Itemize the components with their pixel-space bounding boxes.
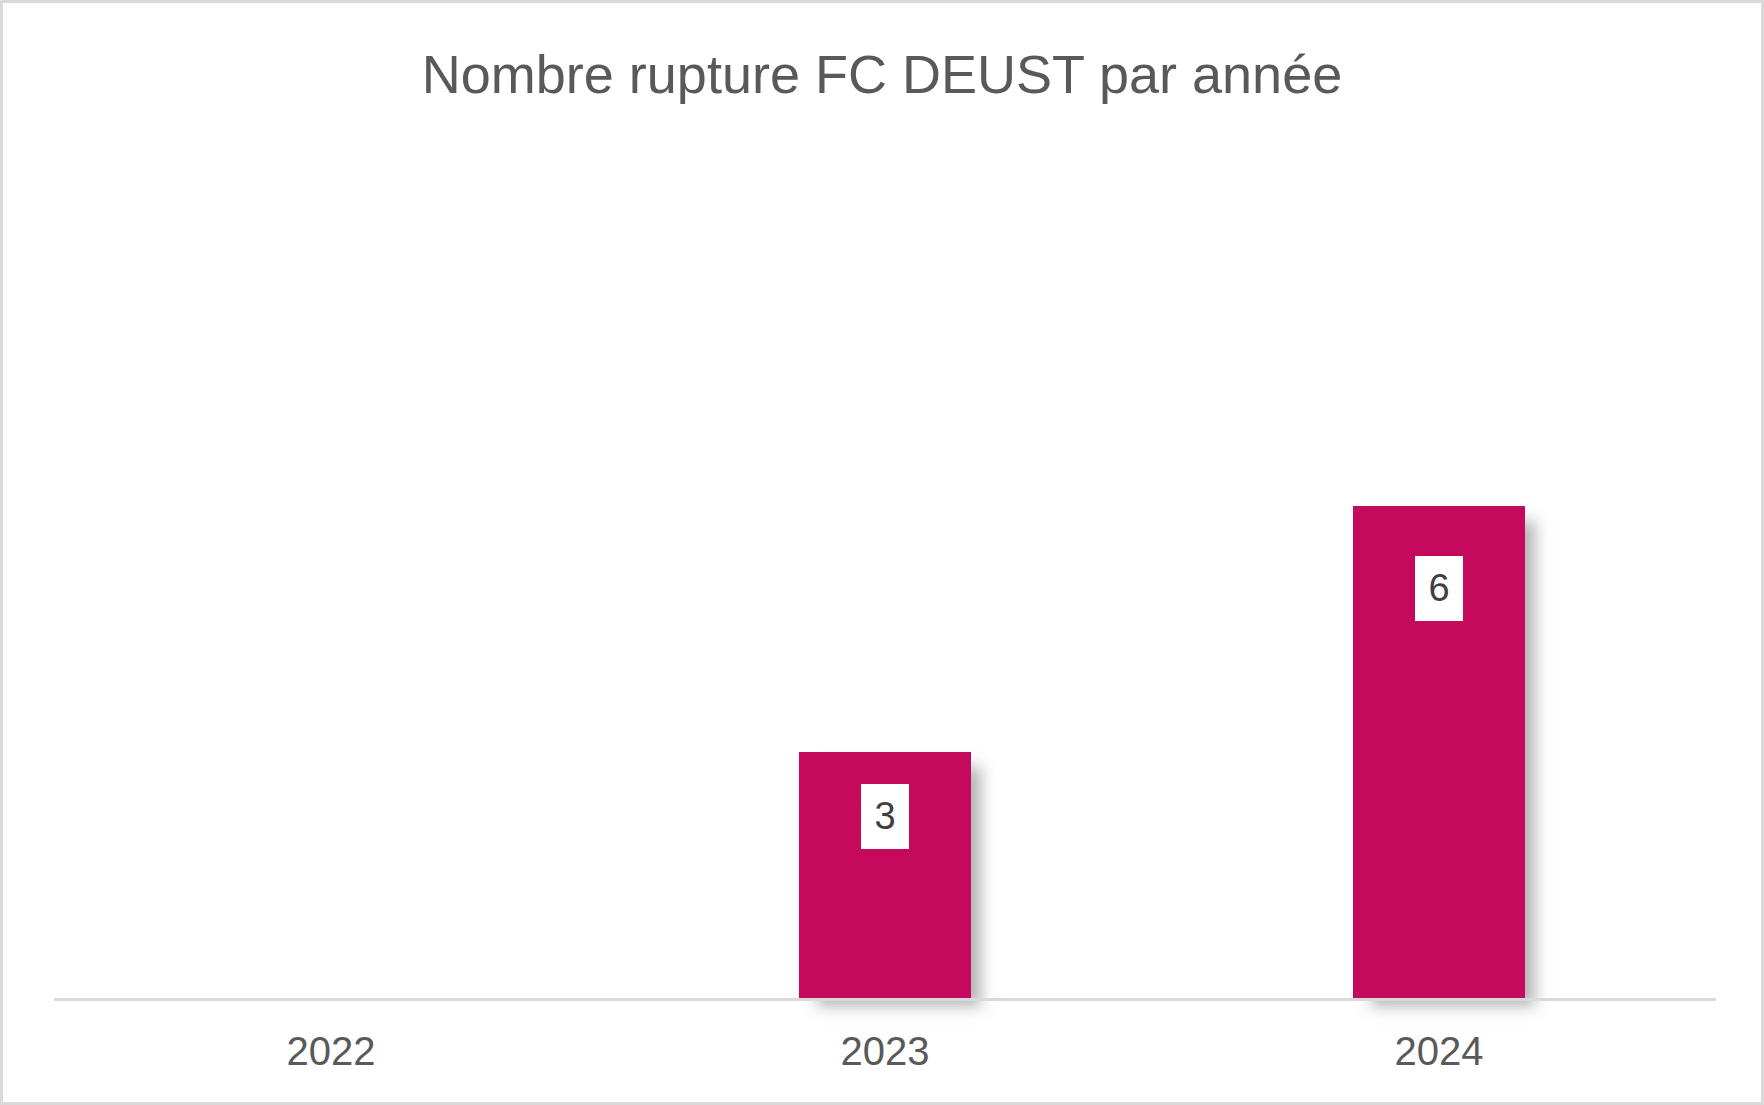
data-label-2023: 3 — [861, 784, 909, 849]
x-tick-2022: 2022 — [221, 1029, 441, 1074]
chart-frame: Nombre rupture FC DEUST par année 36 202… — [0, 0, 1764, 1105]
x-tick-2023: 2023 — [775, 1029, 995, 1074]
data-label-2024: 6 — [1415, 556, 1463, 621]
x-tick-2024: 2024 — [1329, 1029, 1549, 1074]
plot-area: 3 6 2022 2023 2024 — [3, 3, 1761, 1102]
x-axis-line — [54, 998, 1716, 1001]
